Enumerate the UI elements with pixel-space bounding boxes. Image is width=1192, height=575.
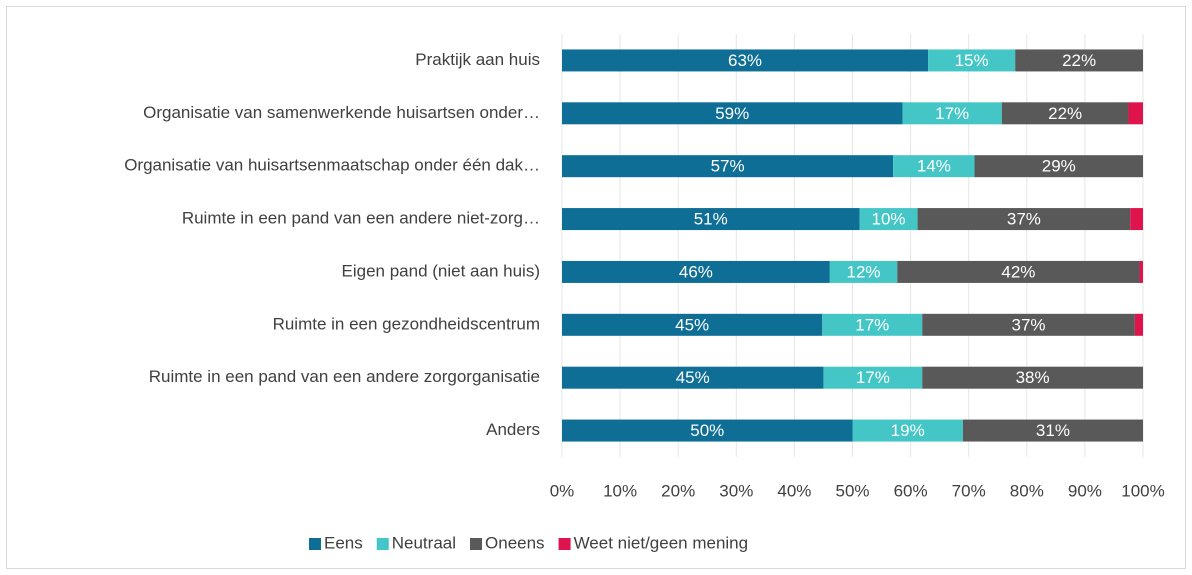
bar-segment xyxy=(962,419,1143,442)
data-label: 37% xyxy=(1007,210,1041,229)
data-label: 42% xyxy=(1001,262,1035,281)
data-label: 29% xyxy=(1042,157,1076,176)
bar-segment xyxy=(562,102,903,125)
legend-label: Weet niet/geen mening xyxy=(574,533,749,552)
x-tick-label: 10% xyxy=(603,481,637,500)
x-tick-label: 90% xyxy=(1068,481,1102,500)
data-label: 63% xyxy=(728,51,762,70)
bar-segment xyxy=(922,366,1143,389)
bar-segment xyxy=(1134,313,1143,336)
data-label: 17% xyxy=(856,368,890,387)
x-tick-label: 50% xyxy=(835,481,869,500)
bar-segment xyxy=(823,366,923,389)
bar-segment xyxy=(928,49,1016,72)
bar-segment xyxy=(1015,49,1143,72)
data-label: 50% xyxy=(690,421,724,440)
category-label: Ruimte in een gezondheidscentrum xyxy=(273,314,540,333)
data-label: 14% xyxy=(917,157,951,176)
bar-segment xyxy=(562,366,824,389)
bar-segment xyxy=(562,208,860,231)
data-label: 17% xyxy=(855,315,889,334)
bar-segment xyxy=(897,260,1140,283)
bar-segment xyxy=(829,260,898,283)
chart-border xyxy=(6,6,1186,569)
bar-segment xyxy=(917,208,1131,231)
bar-segment xyxy=(1128,102,1143,125)
legend-label: Neutraal xyxy=(392,533,456,552)
legend-label: Oneens xyxy=(485,533,545,552)
bar-segment xyxy=(562,313,823,336)
x-tick-label: 0% xyxy=(550,481,575,500)
x-tick-label: 30% xyxy=(719,481,753,500)
legend-swatch xyxy=(309,538,321,550)
x-tick-label: 80% xyxy=(1010,481,1044,500)
data-label: 38% xyxy=(1016,368,1050,387)
category-label: Anders xyxy=(486,420,540,439)
x-tick-label: 40% xyxy=(777,481,811,500)
data-label: 46% xyxy=(679,262,713,281)
data-label: 12% xyxy=(847,262,881,281)
bar-segment xyxy=(562,419,853,442)
bar-segment xyxy=(562,260,830,283)
bar-segment xyxy=(1139,260,1143,283)
legend-swatch xyxy=(376,538,389,550)
data-label: 59% xyxy=(715,104,749,123)
category-label: Ruimte in een pand van een andere niet-z… xyxy=(182,209,540,228)
category-label: Organisatie van samenwerkende huisartsen… xyxy=(143,103,540,122)
bar-segment xyxy=(852,419,963,442)
category-label: Organisatie van huisartsenmaatschap onde… xyxy=(124,156,540,175)
bar-segment xyxy=(1001,102,1129,125)
legend-swatch xyxy=(558,538,571,550)
category-label: Eigen pand (niet aan huis) xyxy=(342,261,540,280)
bar-segment xyxy=(922,313,1135,336)
x-tick-label: 70% xyxy=(952,481,986,500)
data-label: 22% xyxy=(1048,104,1082,123)
data-label: 19% xyxy=(891,421,925,440)
data-label: 31% xyxy=(1036,421,1070,440)
bar-segment xyxy=(974,155,1143,178)
legend-swatch xyxy=(470,538,483,550)
category-label: Ruimte in een pand van een andere zorgor… xyxy=(149,367,540,386)
data-label: 17% xyxy=(935,104,969,123)
data-label: 57% xyxy=(711,157,745,176)
data-label: 15% xyxy=(955,51,989,70)
legend-label: Eens xyxy=(324,533,363,552)
x-tick-label: 20% xyxy=(661,481,695,500)
bar-segment xyxy=(893,155,975,178)
bar-segment xyxy=(902,102,1002,125)
bar-segment xyxy=(822,313,923,336)
data-label: 45% xyxy=(676,368,710,387)
bar-segment xyxy=(562,49,929,72)
data-label: 51% xyxy=(694,210,728,229)
data-label: 45% xyxy=(675,315,709,334)
bar-segment xyxy=(1130,208,1143,231)
x-tick-label: 60% xyxy=(894,481,928,500)
data-label: 10% xyxy=(872,210,906,229)
data-label: 37% xyxy=(1012,315,1046,334)
bar-segment xyxy=(859,208,918,231)
category-label: Praktijk aan huis xyxy=(415,50,540,69)
data-label: 22% xyxy=(1062,51,1096,70)
x-tick-label: 100% xyxy=(1121,481,1164,500)
bar-segment xyxy=(562,155,894,178)
